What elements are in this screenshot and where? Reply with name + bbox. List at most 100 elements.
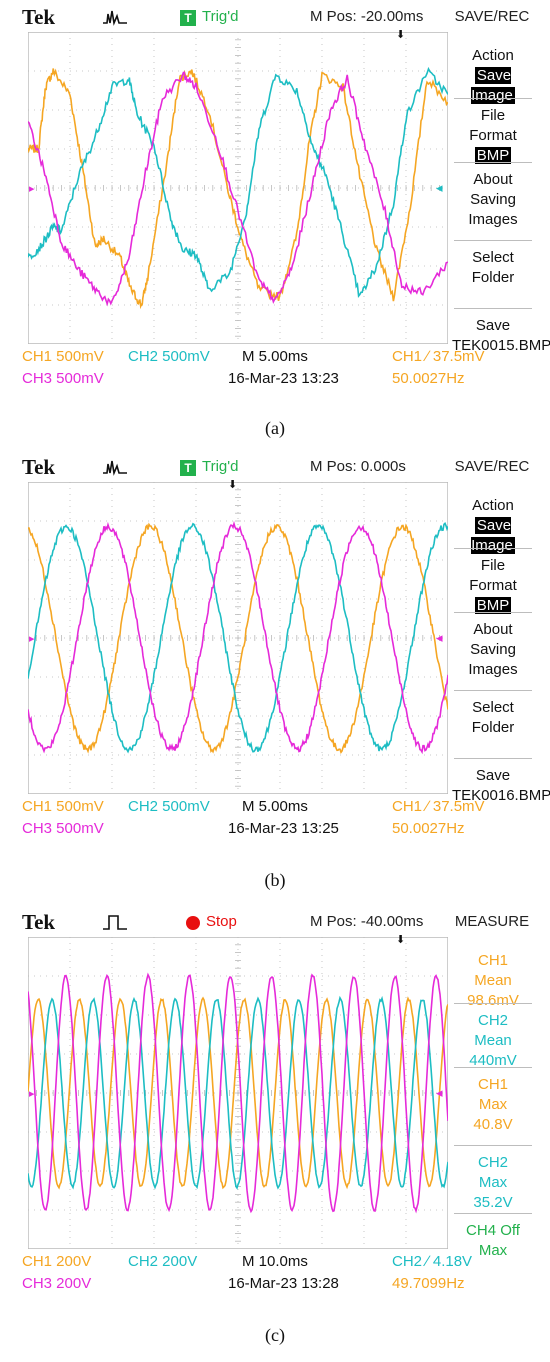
menu-title: SAVE/REC <box>454 458 530 475</box>
menu-item-4[interactable]: CH2 Max 35.2V <box>452 1153 534 1213</box>
ground-marker: ▸ <box>29 633 35 645</box>
series-line-ch2 <box>27 66 449 299</box>
menu-item-2[interactable]: File Format BMP <box>452 106 534 166</box>
brand-logo: Tek <box>22 5 56 29</box>
figure-caption: (c) <box>265 1325 285 1345</box>
menu-item-2[interactable]: File Format BMP <box>452 556 534 616</box>
menu-item-3[interactable]: CH1 Max 40.8V <box>452 1075 534 1135</box>
ground-marker: ▸ <box>29 1088 35 1100</box>
ch2-scale: CH2 200V <box>128 1253 198 1270</box>
menu-item-line: Action <box>472 47 514 64</box>
date-time: 16-Mar-23 13:25 <box>228 820 339 837</box>
menu-item-line: 98.6mV <box>467 992 519 1009</box>
menu-item-line: Mean <box>474 1032 512 1049</box>
series-line-ch2 <box>27 522 449 754</box>
timebase-readout: M 10.0ms <box>242 1253 308 1270</box>
menu-separator <box>454 308 532 309</box>
trigger-position-arrow: ⬇ <box>396 29 406 41</box>
menu-item-line: CH1 <box>477 952 508 969</box>
waveform-plot: ▸ ◂ <box>27 481 449 795</box>
ch1-scale: CH1 500mV <box>22 798 104 815</box>
menu-separator <box>454 612 532 613</box>
menu-item-line: About <box>473 171 513 188</box>
trigger-position-arrow: ⬇ <box>396 934 406 946</box>
menu-item-line: Max <box>478 1242 508 1259</box>
brand-logo: Tek <box>22 455 56 479</box>
menu-title: SAVE/REC <box>454 8 530 25</box>
pulse-icon <box>103 460 127 476</box>
menu-item-4[interactable]: Select Folder <box>452 248 534 288</box>
menu-item-3[interactable]: About Saving Images <box>452 620 534 680</box>
waveform-display: ▸ ◂ <box>27 31 449 345</box>
menu-item-line: Action <box>472 497 514 514</box>
ch1-scale: CH1 200V <box>22 1253 92 1270</box>
timebase-readout: M 5.00ms <box>242 348 308 365</box>
oscilloscope-screen: Tek T Trig'd M Pos: 0.000s ▸ ◂ ⬇ SAVE/REC Action… <box>10 450 550 862</box>
menu-separator <box>454 548 532 549</box>
selected-option: BMP <box>474 597 512 614</box>
menu-item-line: CH4 Off <box>466 1222 520 1239</box>
menu-item-line: About <box>473 621 513 638</box>
trigger-level-marker: ◂ <box>436 180 443 195</box>
frequency-readout: 49.7099Hz <box>392 1275 465 1292</box>
scope-panel-a: Tek T Trig'd M Pos: -20.00ms ▸ ◂ ⬇ SAVE/REC Acti… <box>0 0 550 450</box>
menu-item-1[interactable]: Action Save Image <box>452 496 534 556</box>
series-line-ch3 <box>27 520 449 755</box>
date-time: 16-Mar-23 13:28 <box>228 1275 339 1292</box>
menu-separator <box>454 240 532 241</box>
menu-item-5[interactable]: CH4 Off Max <box>452 1221 534 1261</box>
menu-item-1[interactable]: Action Save Image <box>452 46 534 106</box>
menu-separator <box>454 1145 532 1146</box>
menu-item-line: Max <box>478 1174 508 1191</box>
menu-separator <box>454 1003 532 1004</box>
graticule <box>27 31 449 345</box>
menu-item-5[interactable]: Save TEK0015.BMP <box>452 316 550 356</box>
menu-separator <box>454 758 532 759</box>
menu-item-3[interactable]: About Saving Images <box>452 170 534 230</box>
date-time: 16-Mar-23 13:23 <box>228 370 339 387</box>
series-line-ch3 <box>27 71 449 307</box>
ch2-scale: CH2 500mV <box>128 798 210 815</box>
menu-separator <box>454 1067 532 1068</box>
ground-marker: ▸ <box>29 183 35 195</box>
menu-item-line: Images <box>468 661 518 678</box>
menu-item-line: TEK0016.BMP <box>452 787 550 804</box>
series-line-ch2 <box>27 995 449 1190</box>
menu-item-line: File <box>480 557 506 574</box>
menu-item-value: BMP <box>452 146 534 166</box>
menu-item-line: 40.8V <box>473 1116 513 1133</box>
trigger-readout: CH1 ∕ 37.5mV <box>392 348 485 365</box>
menu-item-line: CH1 <box>477 1076 508 1093</box>
menu-item-line: 35.2V <box>473 1194 513 1211</box>
menu-item-line: File <box>480 107 506 124</box>
menu-item-line: CH2 <box>477 1154 508 1171</box>
menu-separator <box>454 162 532 163</box>
figure-caption: (a) <box>265 418 285 438</box>
menu-item-line: Save <box>475 317 511 334</box>
menu-item-2[interactable]: CH2 Mean 440mV <box>452 1011 534 1071</box>
menu-item-4[interactable]: Select Folder <box>452 698 534 738</box>
menu-item-line: Folder <box>471 719 515 736</box>
ch1-scale: CH1 500mV <box>22 348 104 365</box>
menu-item-1[interactable]: CH1 Mean 98.6mV <box>452 951 534 1011</box>
menu-item-line: Mean <box>474 972 512 989</box>
trigger-level-marker: ◂ <box>436 1085 443 1100</box>
menu-item-line: Select <box>472 249 514 266</box>
menu-item-value: BMP <box>452 596 534 616</box>
oscilloscope-screen: Tek T Trig'd M Pos: -20.00ms ▸ ◂ ⬇ SAVE/REC Acti… <box>10 0 550 412</box>
menu-item-5[interactable]: Save TEK0016.BMP <box>452 766 550 806</box>
horizontal-position: M Pos: 0.000s <box>310 458 406 475</box>
frequency-readout: 50.0027Hz <box>392 370 465 387</box>
figure-caption: (b) <box>264 870 286 890</box>
menu-item-value: Save Image <box>452 66 534 106</box>
waveform-plot: ▸ ◂ <box>27 936 449 1250</box>
waveform-plot: ▸ ◂ <box>27 31 449 345</box>
side-menu: MEASURE CH1 Mean 98.6mV CH2 Mean 440mV CH1 Max 40… <box>448 905 536 1259</box>
timebase-readout: M 5.00ms <box>242 798 308 815</box>
menu-item-line: Format <box>469 127 517 144</box>
brand-logo: Tek <box>22 910 56 934</box>
oscilloscope-screen: Tek Stop M Pos: -40.00ms ▸ ◂ ⬇ MEASURE CH1 Mean 9… <box>10 905 536 1317</box>
menu-item-line: Format <box>469 577 517 594</box>
menu-item-line: Saving <box>470 191 516 208</box>
trigger-status: Trig'd <box>202 458 239 475</box>
